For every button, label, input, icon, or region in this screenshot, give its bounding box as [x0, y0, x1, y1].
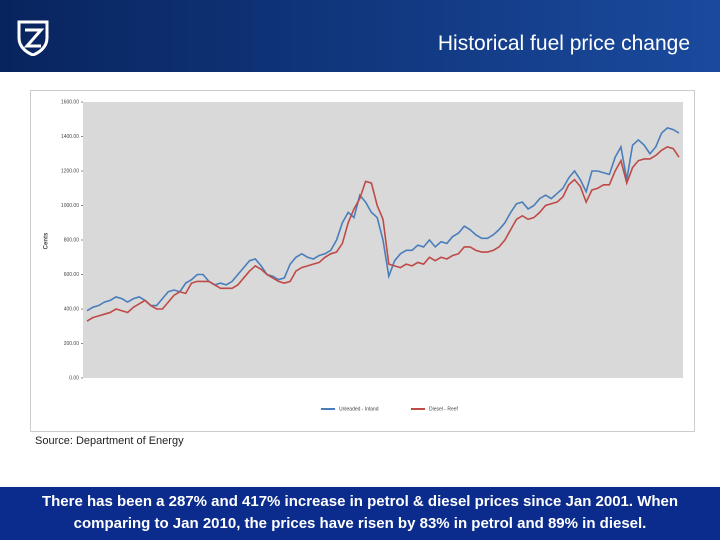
y-tick-label: 400.00: [64, 306, 80, 312]
logo: [17, 20, 49, 56]
footer: There has been a 287% and 417% increase …: [0, 487, 720, 540]
y-tick-label: 600.00: [64, 272, 80, 278]
y-axis-label: Cents: [44, 232, 50, 249]
y-tick-label: 800.00: [64, 237, 80, 243]
source: Source: Department of Energy: [35, 435, 184, 447]
y-tick-label: 200.00: [64, 341, 80, 347]
y-tick-label: 1400.00: [61, 134, 79, 140]
y-tick-label: 0.00: [69, 375, 79, 381]
chart: Cents 0.00 200.00 400.00 600.00 800.00 1000.0…: [30, 90, 695, 432]
slide-title: Historical fuel price change: [437, 32, 690, 55]
line-series: [86, 145, 680, 322]
y-tick-label: 1200.00: [61, 168, 79, 174]
header: Historical fuel price change: [0, 0, 720, 72]
line-series: [86, 126, 680, 312]
y-tick-label: 1600.00: [61, 99, 79, 105]
legend-label: Unleaded - Inland: [339, 406, 379, 412]
y-tick-label: 1000.00: [61, 203, 79, 209]
legend-label: Diesel - Reef: [429, 406, 459, 412]
